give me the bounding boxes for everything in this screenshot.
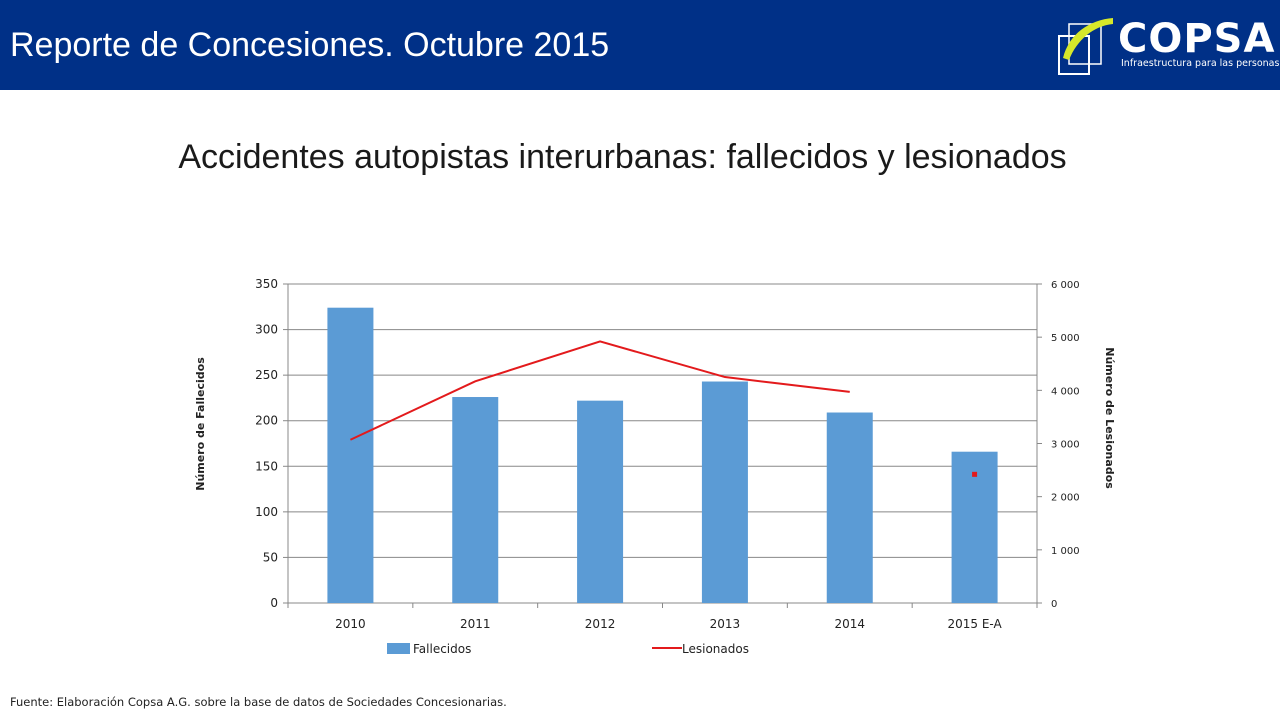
y2-tick-label: 1 000 bbox=[1051, 546, 1080, 557]
x-tick-label: 2010 bbox=[335, 617, 366, 631]
y-tick-label: 150 bbox=[255, 459, 278, 473]
bar bbox=[951, 451, 998, 603]
source-note: Fuente: Elaboración Copsa A.G. sobre la … bbox=[10, 695, 507, 709]
y-tick-label: 50 bbox=[263, 550, 278, 564]
x-tick-label: 2012 bbox=[585, 617, 616, 631]
y-tick-label: 350 bbox=[255, 277, 278, 291]
legend-label-fallecidos: Fallecidos bbox=[413, 642, 471, 656]
y-tick-label: 100 bbox=[255, 505, 278, 519]
y2-tick-label: 5 000 bbox=[1051, 333, 1080, 344]
bar bbox=[327, 307, 374, 603]
lesionados-point bbox=[972, 471, 978, 477]
header-bar: Reporte de Concesiones. Octubre 2015 COP… bbox=[0, 0, 1280, 90]
y2-axis-label: Número de Lesionados bbox=[1103, 347, 1116, 489]
page-title: Reporte de Concesiones. Octubre 2015 bbox=[10, 26, 610, 64]
logo-text: COPSA bbox=[1118, 16, 1276, 62]
chart-title: Accidentes autopistas interurbanas: fall… bbox=[178, 138, 1067, 176]
bar bbox=[701, 381, 748, 603]
y-tick-label: 0 bbox=[270, 596, 278, 610]
logo-tagline: Infraestructura para las personas bbox=[1121, 58, 1280, 69]
y-tick-label: 300 bbox=[255, 323, 278, 337]
legend-label-lesionados: Lesionados bbox=[682, 642, 749, 656]
x-tick-label: 2015 E-A bbox=[947, 617, 1002, 631]
legend-swatch-fallecidos bbox=[387, 643, 410, 654]
y-axis-label: Número de Fallecidos bbox=[194, 357, 207, 491]
y-tick-label: 200 bbox=[255, 414, 278, 428]
bar bbox=[452, 397, 499, 603]
y2-tick-label: 3 000 bbox=[1051, 440, 1080, 451]
copsa-logo: COPSA Infraestructura para las personas bbox=[1055, 14, 1279, 78]
y-tick-label: 250 bbox=[255, 368, 278, 382]
x-tick-label: 2013 bbox=[710, 617, 741, 631]
y2-tick-label: 4 000 bbox=[1051, 386, 1080, 397]
bar bbox=[826, 412, 873, 603]
x-tick-label: 2011 bbox=[460, 617, 491, 631]
copsa-logo-mark-icon bbox=[1058, 18, 1113, 75]
y2-tick-label: 6 000 bbox=[1051, 280, 1080, 291]
x-tick-label: 2014 bbox=[834, 617, 865, 631]
bar bbox=[577, 400, 624, 603]
y2-tick-label: 2 000 bbox=[1051, 493, 1080, 504]
lesionados-line bbox=[349, 340, 850, 441]
y2-tick-label: 0 bbox=[1051, 599, 1057, 610]
